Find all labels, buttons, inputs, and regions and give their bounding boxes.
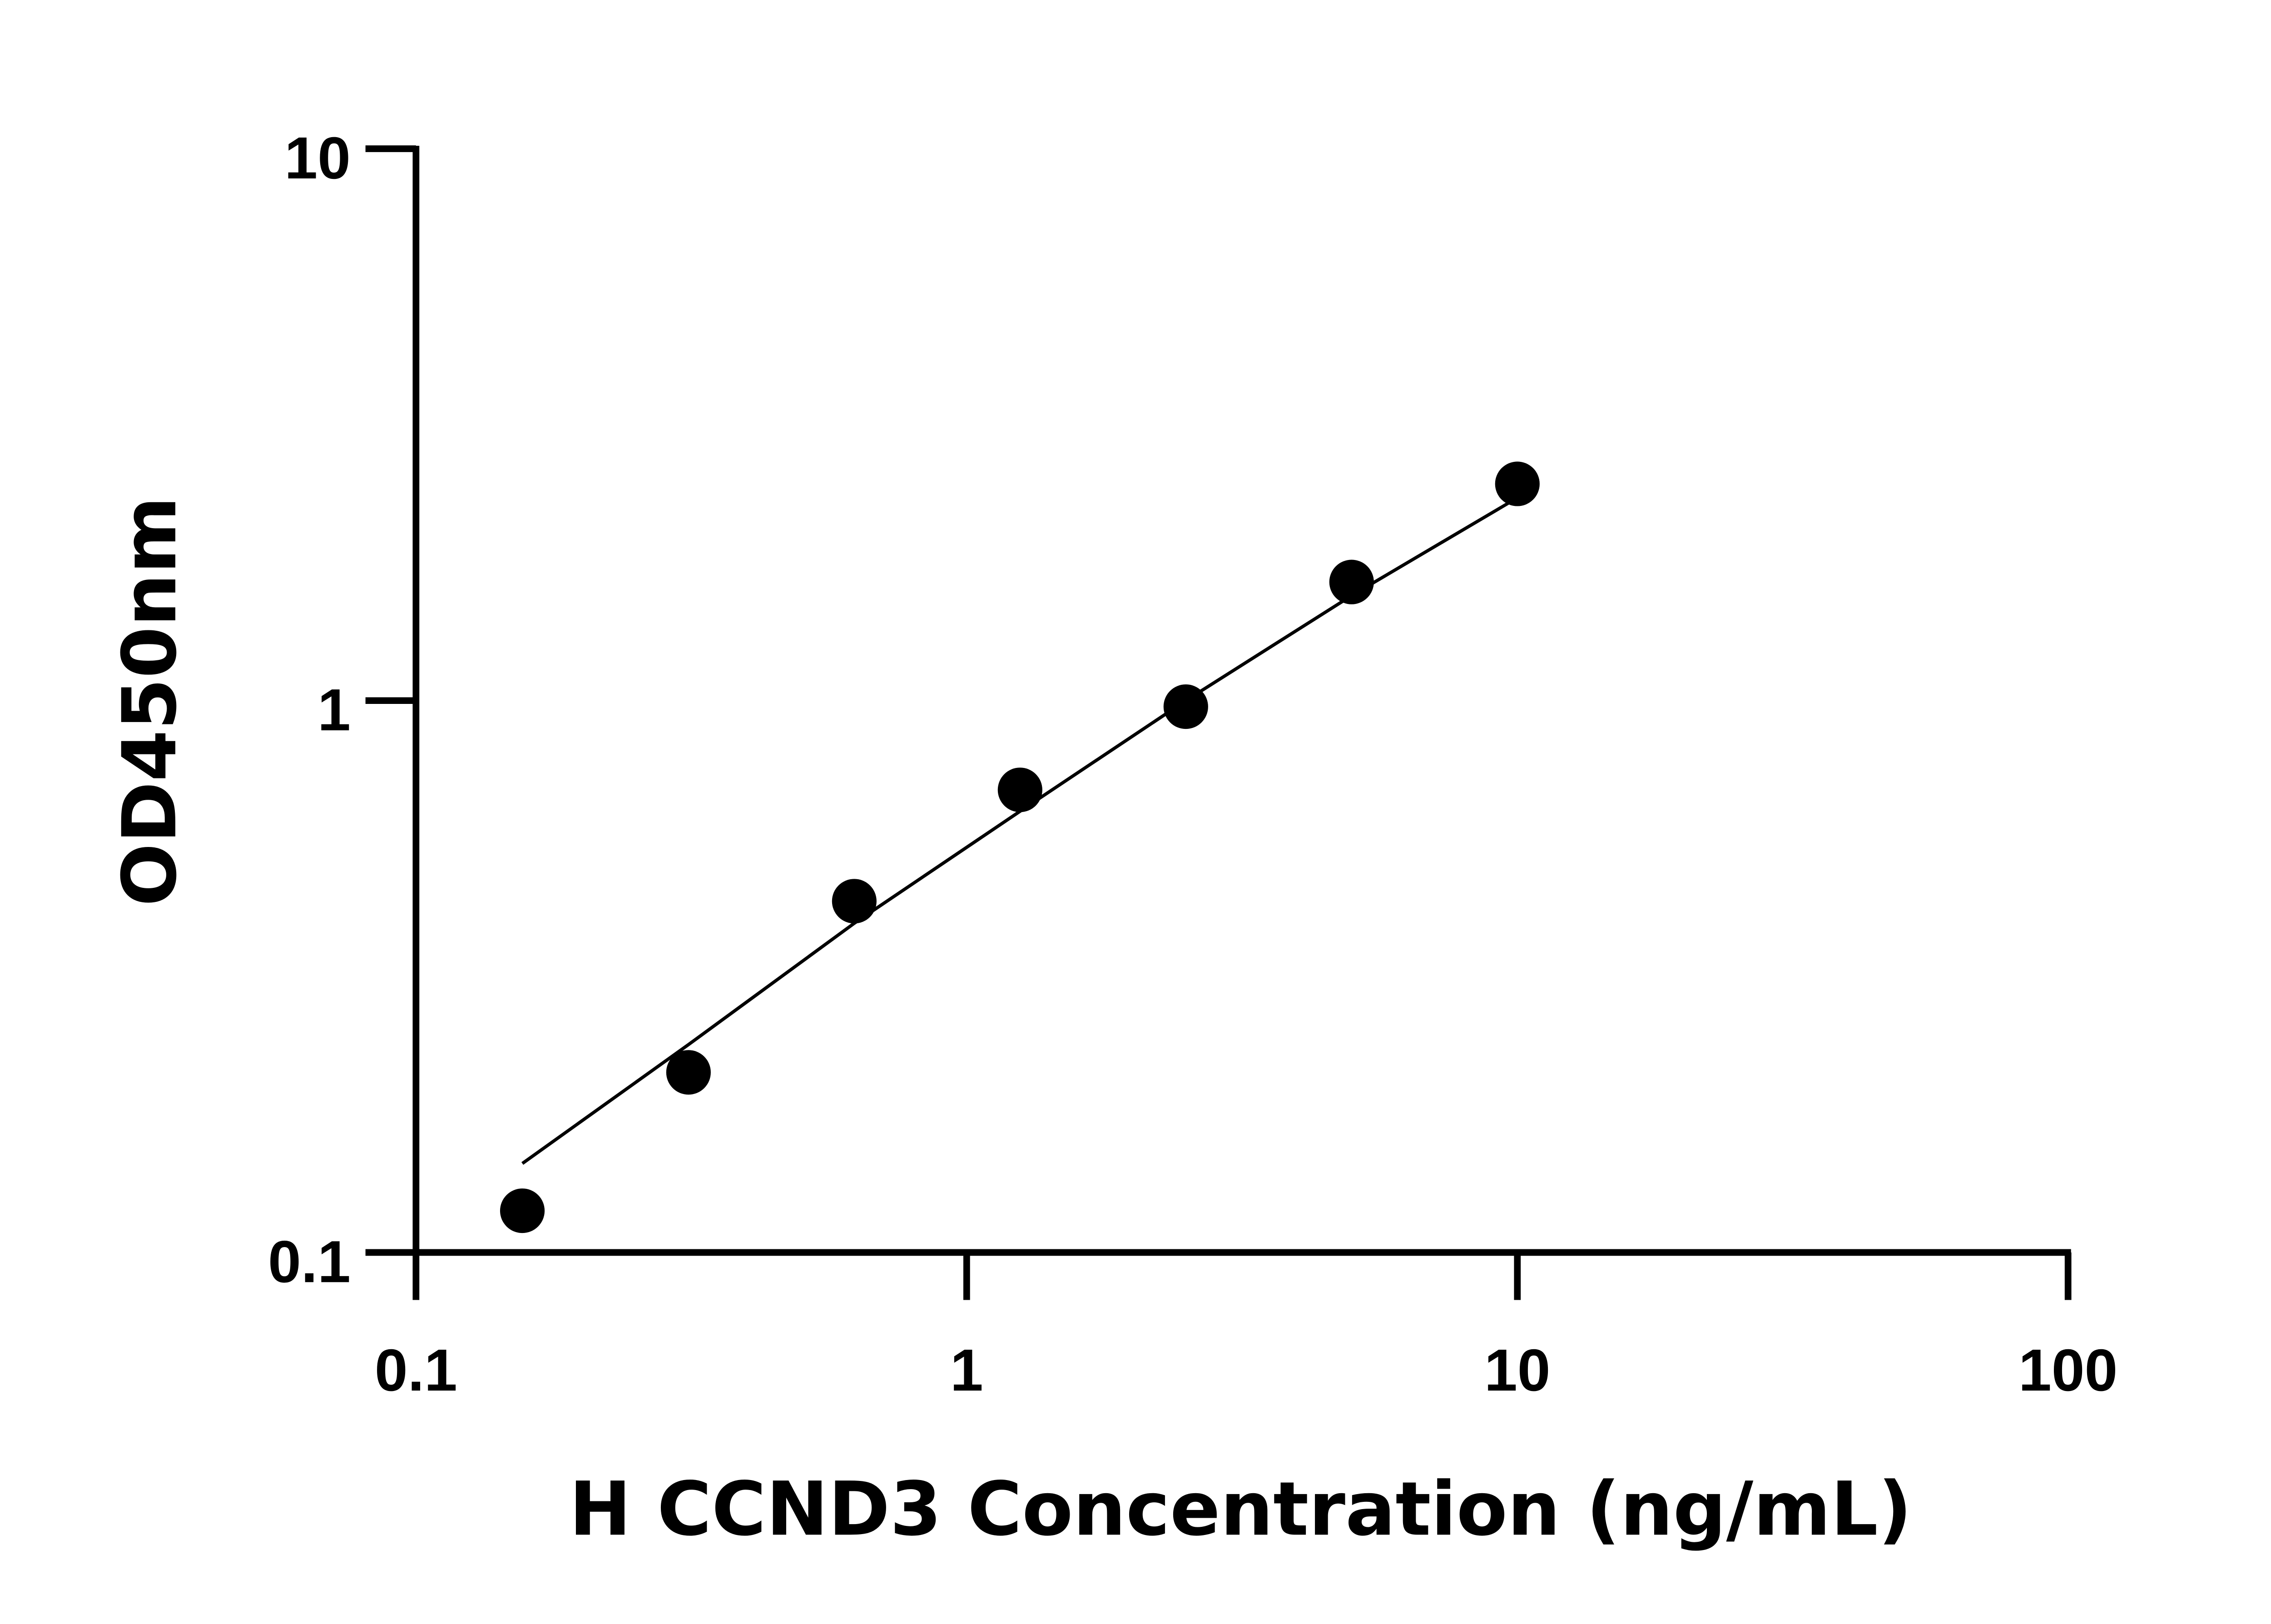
data-point bbox=[1329, 559, 1374, 604]
y-ticks: 0.1 1 10 bbox=[268, 125, 416, 1295]
data-point bbox=[997, 767, 1042, 812]
x-tick-label: 1 bbox=[950, 1337, 983, 1403]
y-tick-label: 1 bbox=[317, 677, 351, 743]
y-tick-label: 0.1 bbox=[268, 1228, 351, 1295]
x-tick-label: 0.1 bbox=[375, 1337, 457, 1403]
data-point bbox=[1163, 684, 1208, 729]
data-points-layer bbox=[500, 461, 1540, 1233]
data-point bbox=[832, 879, 877, 924]
x-axis-title: H CCND3 Concentration (ng/mL) bbox=[569, 1466, 1912, 1552]
x-ticks: 0.1 1 10 100 bbox=[375, 1252, 2117, 1403]
data-point bbox=[500, 1188, 545, 1233]
y-axis-title: OD450nm bbox=[106, 496, 193, 906]
x-tick-label: 10 bbox=[1484, 1337, 1551, 1403]
x-tick-label: 100 bbox=[2018, 1337, 2117, 1403]
y-tick-label: 10 bbox=[284, 125, 351, 191]
data-point bbox=[666, 1050, 711, 1095]
data-point bbox=[1495, 461, 1540, 506]
